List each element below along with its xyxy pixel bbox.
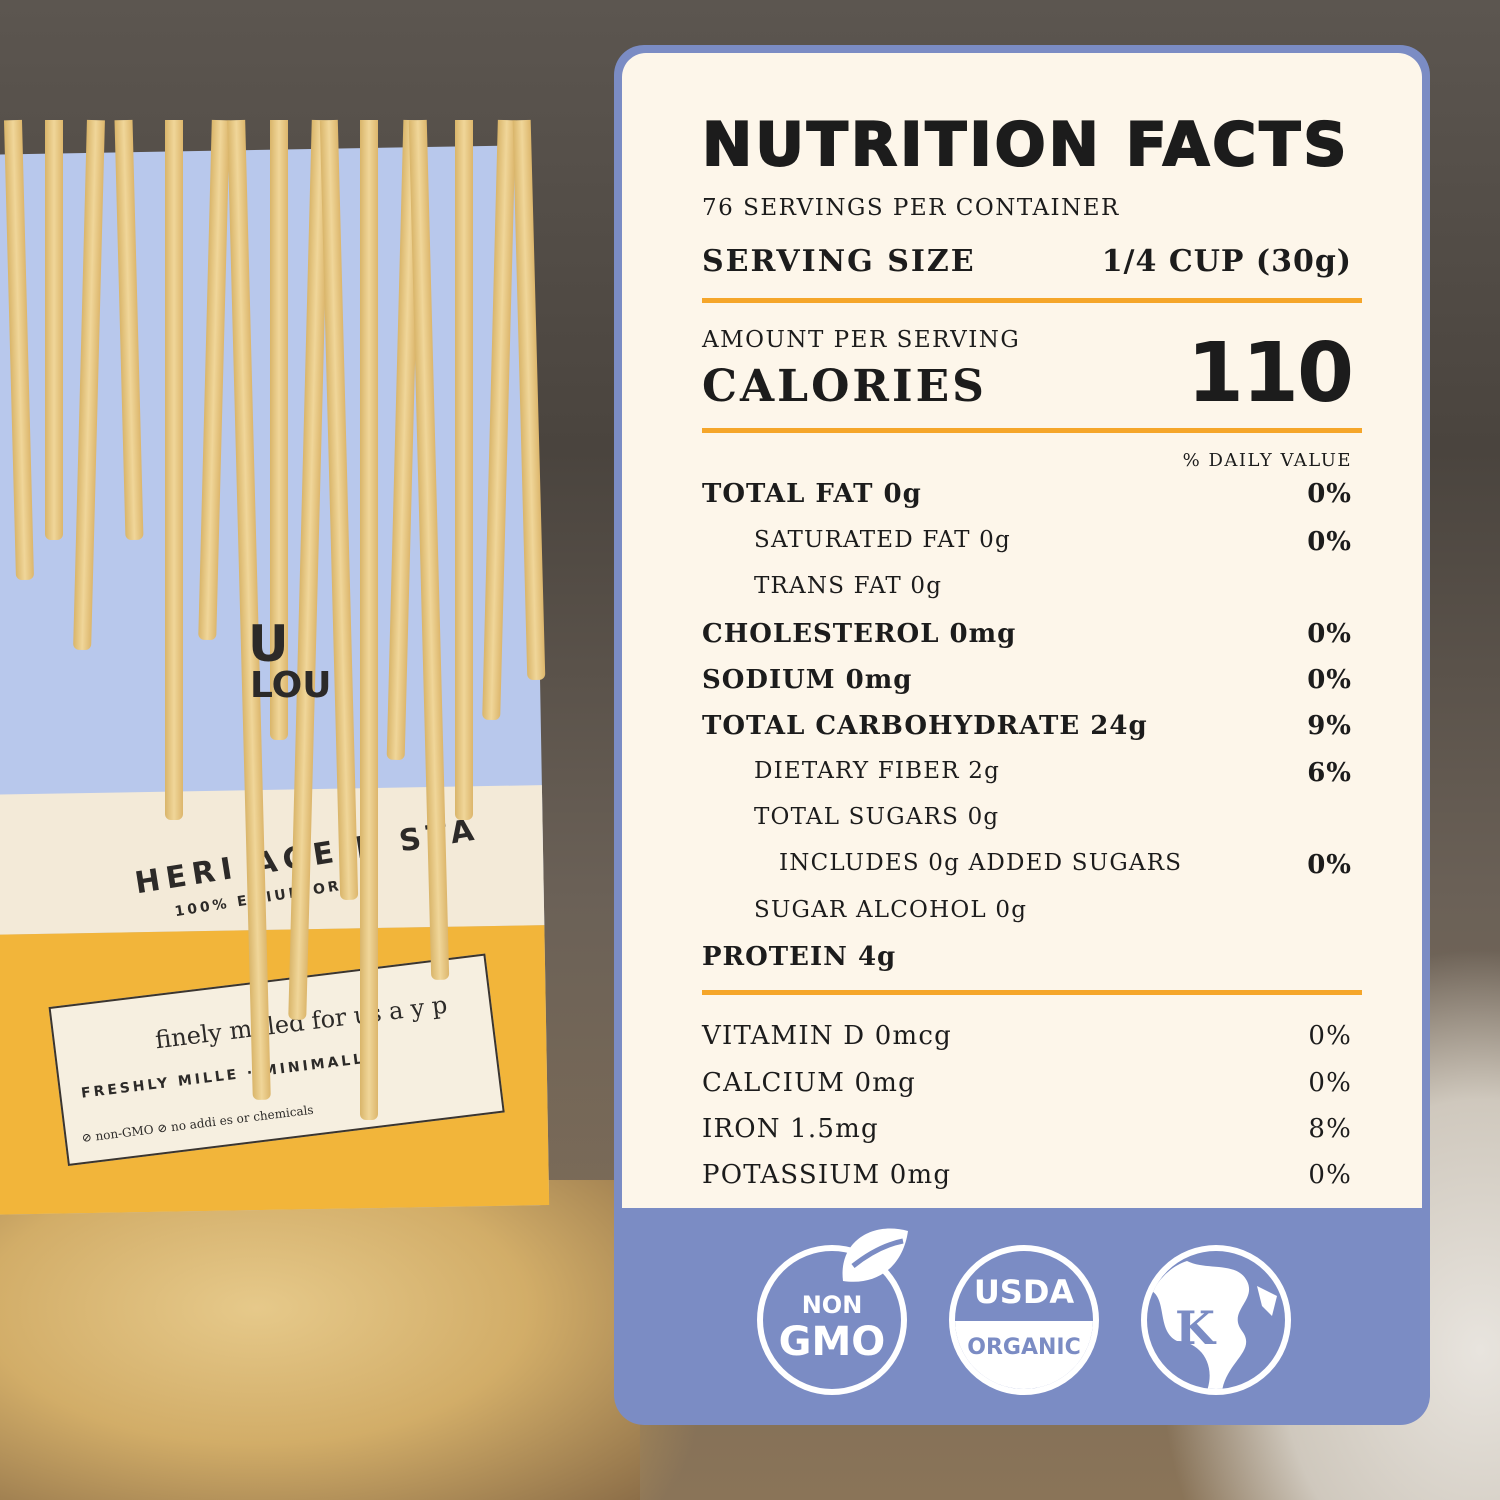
nutrient-label: TRANS FAT 0g xyxy=(754,573,943,599)
vitamin-label: IRON 1.5mg xyxy=(702,1114,879,1144)
vitamin-daily-value: 0% xyxy=(1308,1021,1352,1051)
hanging-noodles xyxy=(0,119,560,1120)
vitamin-label: VITAMIN D 0mcg xyxy=(702,1021,952,1051)
divider xyxy=(702,990,1362,995)
noodle-strand xyxy=(3,119,35,581)
bag-brand: U xyxy=(248,615,289,673)
noodle-strand xyxy=(45,120,63,540)
nutrition-facts-card: NUTRITION FACTS 76 SERVINGS PER CONTAINE… xyxy=(622,53,1422,1208)
leaf-icon xyxy=(842,1228,908,1282)
noodle-strand xyxy=(114,119,144,541)
nutrient-label: TOTAL SUGARS 0g xyxy=(754,804,1000,830)
nutrient-label: DIETARY FIBER 2g xyxy=(754,758,1001,784)
nutrient-daily-value: 0% xyxy=(1307,850,1352,880)
nutrient-label: TOTAL CARBOHYDRATE 24g xyxy=(702,711,1148,741)
nutrient-daily-value: 6% xyxy=(1307,758,1352,788)
noodle-strand xyxy=(198,119,230,641)
nutrition-panel: NUTRITION FACTS 76 SERVINGS PER CONTAINE… xyxy=(614,45,1430,1425)
nutrient-label: TOTAL FAT 0g xyxy=(702,479,922,509)
nutrient-daily-value: 9% xyxy=(1307,711,1352,741)
noodle-strand xyxy=(408,119,450,981)
divider xyxy=(702,428,1362,433)
nutrient-label: CHOLESTEROL 0mg xyxy=(702,619,1017,649)
nutrient-daily-value: 0% xyxy=(1307,527,1352,557)
nutrient-label: SODIUM 0mg xyxy=(702,665,913,695)
nutrient-label: INCLUDES 0g ADDED SUGARS xyxy=(779,850,1183,876)
nutrient-daily-value: 0% xyxy=(1307,479,1352,509)
globe-icon xyxy=(1152,1261,1277,1389)
vitamin-daily-value: 8% xyxy=(1308,1114,1352,1144)
noodle-strand xyxy=(270,120,288,740)
noodle-strand xyxy=(73,119,105,651)
calories-value: 110 xyxy=(1186,326,1354,421)
servings-per-container: 76 SERVINGS PER CONTAINER xyxy=(702,195,1120,221)
nutrient-daily-value: 0% xyxy=(1307,665,1352,695)
nutrient-daily-value: 0% xyxy=(1307,619,1352,649)
noodle-strand xyxy=(455,120,473,820)
noodle-strand xyxy=(227,119,271,1101)
noodle-strand xyxy=(165,120,183,820)
nutrient-label: SATURATED FAT 0g xyxy=(754,527,1011,553)
noodle-strand xyxy=(512,119,546,681)
serving-size-label: SERVING SIZE xyxy=(702,244,976,279)
amount-per-serving: AMOUNT PER SERVING xyxy=(702,327,1021,353)
calories-label: CALORIES xyxy=(702,361,987,412)
vitamin-label: POTASSIUM 0mg xyxy=(702,1160,952,1190)
noodle-strand xyxy=(319,119,359,901)
kosher-badge: K xyxy=(1141,1245,1291,1395)
nutrient-label: PROTEIN 4g xyxy=(702,942,897,972)
usda-organic-badge: USDA ORGANIC xyxy=(949,1245,1099,1395)
noodle-strand xyxy=(482,119,516,721)
vitamin-label: CALCIUM 0mg xyxy=(702,1068,916,1098)
divider xyxy=(702,298,1362,303)
non-gmo-badge: NON GMO xyxy=(757,1228,908,1395)
bag-brand-2: LOU xyxy=(250,665,332,706)
vitamin-daily-value: 0% xyxy=(1308,1068,1352,1098)
serving-size-value: 1/4 CUP (30g) xyxy=(1101,244,1352,279)
daily-value-header: % DAILY VALUE xyxy=(1182,450,1352,471)
nutrition-title: NUTRITION FACTS xyxy=(701,110,1350,180)
noodle-pile xyxy=(0,1180,640,1500)
noodle-strand xyxy=(360,120,378,1120)
nutrient-label: SUGAR ALCOHOL 0g xyxy=(754,897,1028,923)
vitamin-daily-value: 0% xyxy=(1308,1160,1352,1190)
